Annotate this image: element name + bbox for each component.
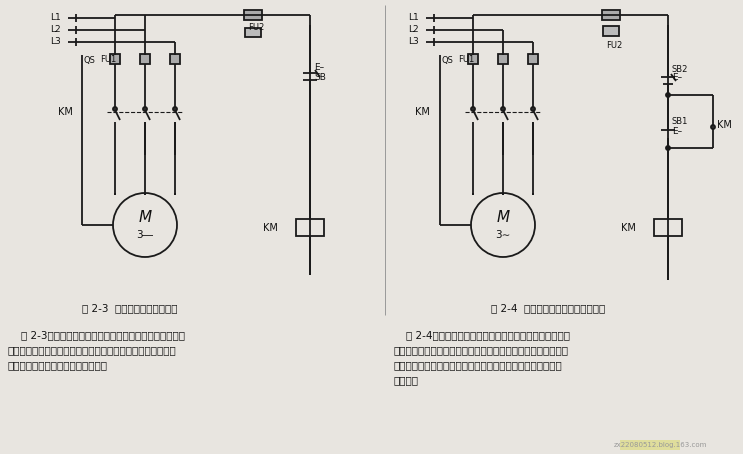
Text: L1: L1 — [408, 14, 419, 23]
Text: E–: E– — [314, 64, 324, 73]
Bar — [110, 54, 120, 64]
Bar — [245, 28, 261, 37]
Bar — [620, 440, 680, 450]
Text: L3: L3 — [408, 38, 419, 46]
Bar — [140, 54, 150, 64]
Text: 图 2-4所示为一种利用接触器辅助触头自锁的单向运行控: 图 2-4所示为一种利用接触器辅助触头自锁的单向运行控 — [393, 330, 570, 340]
Circle shape — [666, 146, 670, 150]
Text: 制线路，该线路在松开起动按鈕后仍能自行保持接通控制线路，: 制线路，该线路在松开起动按鈕后仍能自行保持接通控制线路， — [393, 345, 568, 355]
Text: 图 2-3  点动单向运行控制线路: 图 2-3 点动单向运行控制线路 — [82, 303, 178, 313]
Bar — [602, 10, 620, 20]
Bar — [498, 54, 508, 64]
Text: 电动机就运转，手松开按鈕后电动机即停止转动。该线路适用: 电动机就运转，手松开按鈕后电动机即停止转动。该线路适用 — [8, 345, 177, 355]
Text: L1: L1 — [50, 14, 61, 23]
Text: 图 2-3所示为一种点动单向运行控制线路，当按下按鈕时: 图 2-3所示为一种点动单向运行控制线路，当按下按鈕时 — [8, 330, 185, 340]
Text: KM: KM — [58, 107, 73, 117]
Text: KM: KM — [415, 107, 430, 117]
Bar — [244, 10, 262, 20]
Text: SB: SB — [314, 74, 326, 83]
Bar — [654, 219, 682, 236]
Text: FU1: FU1 — [458, 55, 474, 64]
Text: FU2: FU2 — [606, 41, 622, 50]
Text: KM: KM — [717, 120, 732, 130]
Text: QS: QS — [441, 55, 453, 64]
Text: L2: L2 — [408, 25, 418, 35]
Bar — [468, 54, 478, 64]
Text: SB2: SB2 — [672, 64, 688, 74]
Text: 于需要经常起动和停止的机械设备。: 于需要经常起动和停止的机械设备。 — [8, 360, 108, 370]
Text: 使电动机继续单向运行。本线路多用于需要连续单向运行的生: 使电动机继续单向运行。本线路多用于需要连续单向运行的生 — [393, 360, 562, 370]
Text: FU2: FU2 — [248, 23, 265, 31]
Text: M: M — [138, 209, 152, 224]
Text: M: M — [496, 209, 510, 224]
Circle shape — [666, 93, 670, 97]
Text: 3∼: 3∼ — [496, 230, 510, 240]
Text: KM: KM — [621, 223, 636, 233]
Text: E–: E– — [672, 128, 682, 137]
Bar — [170, 54, 180, 64]
Text: 3―: 3― — [137, 230, 154, 240]
Text: 图 2-4  接触器自锁单向运行控制线路: 图 2-4 接触器自锁单向运行控制线路 — [491, 303, 605, 313]
Text: L3: L3 — [50, 38, 61, 46]
Bar — [296, 219, 324, 236]
Text: 产机械。: 产机械。 — [393, 375, 418, 385]
Text: FU1: FU1 — [100, 55, 116, 64]
Text: E–: E– — [672, 74, 682, 83]
Text: zx22080512.blog.163.com: zx22080512.blog.163.com — [613, 442, 707, 448]
Bar — [603, 26, 619, 36]
Text: KM: KM — [263, 223, 278, 233]
Bar — [528, 54, 538, 64]
Text: QS: QS — [83, 55, 95, 64]
Text: L2: L2 — [50, 25, 61, 35]
Text: SB1: SB1 — [672, 118, 688, 127]
